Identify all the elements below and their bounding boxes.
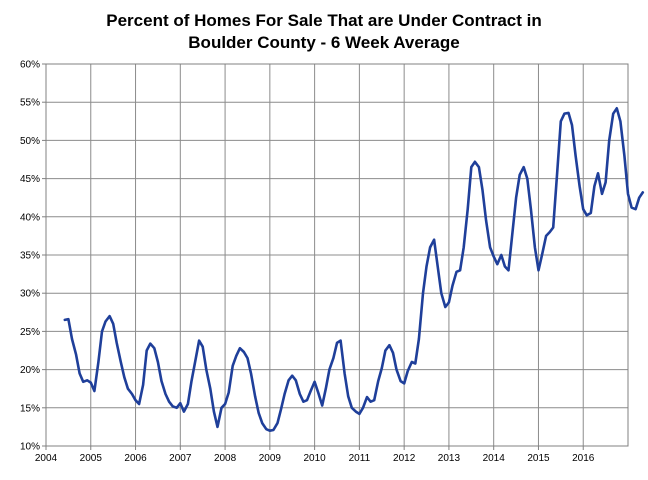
y-tick-label: 40% xyxy=(20,212,40,223)
series-line xyxy=(63,107,645,433)
x-tick-label: 2012 xyxy=(393,453,416,464)
x-tick-label: 2010 xyxy=(303,453,326,464)
chart-title-line-1: Percent of Homes For Sale That are Under… xyxy=(106,11,542,30)
y-tick-label: 10% xyxy=(20,442,40,453)
x-axis-tick-labels: 2004 2005 2006 2007 2008 2009 2010 2011 2012 2013… xyxy=(35,453,595,464)
y-tick-label: 15% xyxy=(20,403,40,414)
y-tick-label: 55% xyxy=(20,98,40,109)
y-tick-label: 25% xyxy=(20,327,40,338)
x-tick-label: 2008 xyxy=(214,453,237,464)
y-axis-tick-labels: 10% 15% 20% 25% 30% 35% 40% 45% 50% 55% 60% xyxy=(20,60,40,453)
chart-title: Percent of Homes For Sale That are Under… xyxy=(0,10,648,54)
x-tick-label: 2009 xyxy=(259,453,282,464)
y-tick-label: 30% xyxy=(20,289,40,300)
x-tick-label: 2016 xyxy=(572,453,595,464)
plot-area-border xyxy=(45,63,629,447)
x-tick-label: 2006 xyxy=(124,453,147,464)
x-tick-label: 2011 xyxy=(349,453,371,464)
x-tick-label: 2004 xyxy=(35,453,58,464)
y-tick-label: 45% xyxy=(20,174,40,185)
x-tick-label: 2014 xyxy=(483,453,506,464)
x-tick-label: 2015 xyxy=(527,453,550,464)
x-tick-label: 2013 xyxy=(438,453,461,464)
y-tick-label: 50% xyxy=(20,136,40,147)
x-tick-label: 2007 xyxy=(169,453,192,464)
horizontal-gridlines xyxy=(42,63,628,447)
x-tick-label: 2005 xyxy=(80,453,103,464)
y-tick-label: 20% xyxy=(20,365,40,376)
chart-title-line-2: Boulder County - 6 Week Average xyxy=(188,33,460,52)
y-tick-label: 35% xyxy=(20,251,40,262)
series-layer xyxy=(63,107,645,433)
y-tick-label: 60% xyxy=(20,60,40,71)
